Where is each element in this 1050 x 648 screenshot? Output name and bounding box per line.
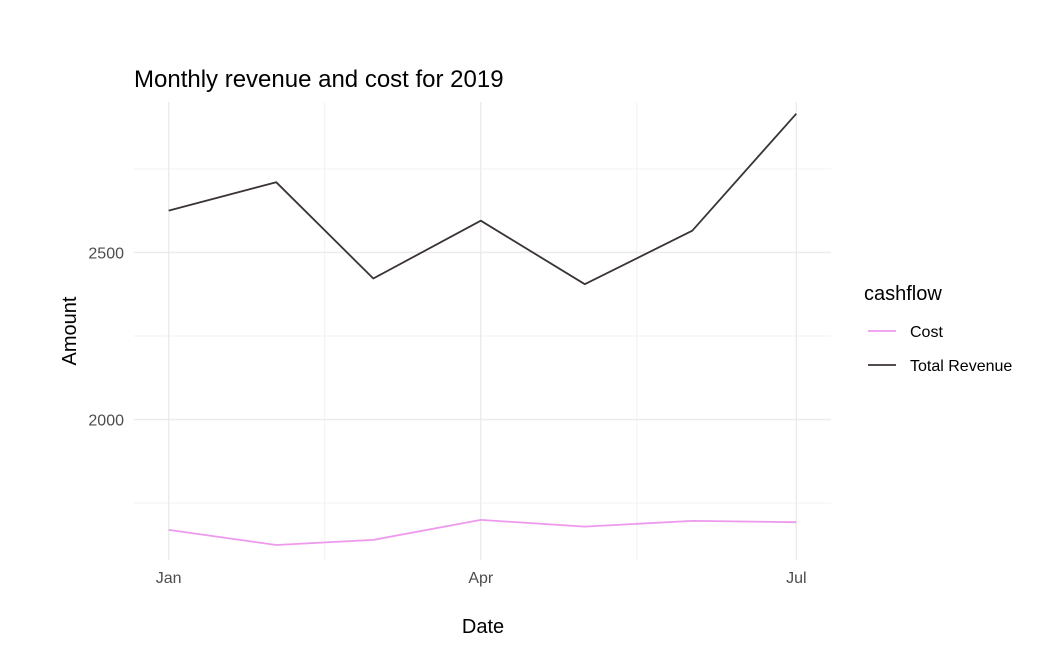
legend-label: Cost xyxy=(910,324,943,341)
legend-item-total-revenue: Total Revenue xyxy=(868,358,1012,375)
x-tick-label: Jan xyxy=(156,570,182,587)
legend-items: Cost Total Revenue xyxy=(868,324,1012,375)
series-lines xyxy=(168,113,797,546)
x-axis-ticks: Jan Apr Jul xyxy=(156,570,807,587)
x-tick-label: Jul xyxy=(786,570,806,587)
x-axis-title: Date xyxy=(462,616,504,638)
y-axis-title: Amount xyxy=(59,296,81,365)
x-tick-label: Apr xyxy=(468,570,494,587)
legend-label: Total Revenue xyxy=(910,358,1012,375)
chart-title: Monthly revenue and cost for 2019 xyxy=(134,66,504,93)
series-line-total-revenue xyxy=(168,113,797,286)
y-tick-label: 2500 xyxy=(88,245,124,262)
legend: cashflow Cost Total Revenue xyxy=(864,283,1012,375)
legend-title: cashflow xyxy=(864,283,942,305)
legend-item-cost: Cost xyxy=(868,324,943,341)
series-line-cost xyxy=(168,519,797,546)
y-axis-ticks: 2000 2500 xyxy=(88,245,124,429)
y-tick-label: 2000 xyxy=(88,413,124,430)
grid xyxy=(134,102,831,560)
